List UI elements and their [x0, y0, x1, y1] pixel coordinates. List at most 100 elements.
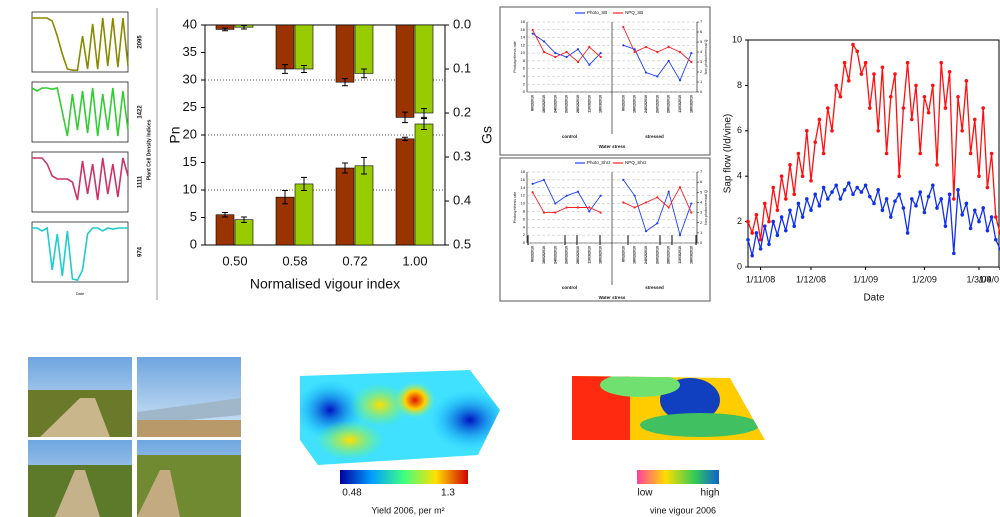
point	[943, 224, 948, 228]
point	[599, 194, 602, 197]
point	[947, 192, 952, 197]
x-tick-label: 28/02/2010	[576, 246, 580, 264]
x-tick-label: 24/02/2010	[553, 246, 557, 264]
point	[763, 224, 767, 228]
point	[821, 151, 826, 156]
point	[889, 94, 893, 99]
point	[767, 242, 771, 247]
annotation: 974	[138, 246, 144, 257]
bar	[234, 219, 254, 246]
y2-tick-label: 2	[700, 69, 703, 74]
x-tick-label: 18/02/2010	[633, 95, 637, 113]
point	[542, 178, 546, 181]
point	[565, 55, 568, 59]
point	[868, 194, 872, 199]
x-axis-label: Date	[863, 293, 885, 304]
point	[973, 208, 977, 213]
bar	[294, 183, 314, 246]
point	[633, 50, 636, 54]
point	[922, 94, 927, 99]
y-tick-label: 16	[521, 177, 526, 182]
y-tick-label: 40	[183, 16, 197, 31]
point	[889, 215, 893, 219]
point	[956, 94, 960, 99]
y2-tick-label: 0.5	[453, 236, 471, 251]
y-tick-label: 0	[190, 236, 197, 251]
bar	[395, 24, 415, 118]
point	[901, 206, 906, 210]
point	[859, 72, 864, 76]
point	[926, 110, 931, 115]
point	[771, 185, 775, 190]
point	[859, 190, 864, 194]
x-tick-label: 26/02/2010	[565, 95, 569, 113]
panel-frame	[499, 157, 711, 302]
legend-label: NPQ_SB	[625, 10, 643, 15]
bar	[275, 196, 295, 246]
x-axis-label: Date	[76, 291, 85, 296]
colorbar-max: high	[701, 488, 720, 499]
point	[989, 151, 994, 156]
y2-tick-label: 6	[700, 179, 703, 184]
x-tick-label: 11/03/2010	[678, 95, 682, 113]
x-tick-label: 26/02/2010	[655, 246, 659, 264]
point	[531, 191, 534, 194]
point	[554, 55, 557, 59]
x-tick-label: 18/03/2010	[689, 246, 693, 264]
plot-frame	[31, 221, 129, 283]
y2-tick-label: 4	[700, 49, 703, 54]
point	[796, 201, 801, 206]
point	[678, 50, 682, 54]
y-tick-label: 14	[521, 185, 526, 190]
colorbar-min: low	[637, 488, 653, 499]
bar	[414, 24, 434, 114]
y2-tick-label: 0	[700, 89, 703, 94]
y2-tick-label: 2	[700, 220, 703, 225]
point	[960, 212, 964, 217]
y-tick-label: 6	[523, 66, 526, 71]
point	[622, 178, 625, 181]
point	[855, 49, 859, 54]
y-tick-label: 20	[183, 126, 197, 141]
legend-label: Photo_Shrz	[587, 160, 611, 165]
x-tick-label: 1/11/08	[746, 274, 775, 284]
point	[775, 233, 780, 238]
x-tick-label: 0.50	[222, 253, 247, 268]
bar	[294, 24, 314, 70]
x-tick-label: 26/02/2010	[655, 95, 659, 113]
point	[838, 197, 843, 201]
point	[826, 197, 830, 201]
point	[565, 194, 568, 197]
plot-frame	[747, 39, 1000, 268]
point	[633, 194, 636, 197]
y2-tick-label: 0.3	[453, 148, 471, 163]
point	[985, 185, 990, 190]
x-axis-label: Water stress	[599, 295, 626, 300]
x-tick-label: 11/03/2010	[587, 95, 591, 113]
photo	[28, 440, 132, 517]
point	[678, 186, 682, 189]
point	[656, 75, 659, 78]
point	[775, 208, 780, 213]
bar	[335, 167, 355, 246]
error-bar	[222, 27, 228, 32]
point	[576, 48, 580, 51]
point	[876, 188, 880, 192]
y-tick-label: 4	[523, 74, 526, 79]
point	[633, 206, 636, 209]
x-tick-label: 24/02/2010	[553, 95, 557, 113]
point	[565, 50, 568, 54]
x-tick-label: 1/1/09	[853, 274, 878, 284]
error-bar	[342, 162, 348, 174]
point	[914, 83, 918, 88]
y-axis-label: Photosynthesis rate	[513, 192, 517, 224]
y-tick-label: 10	[521, 201, 526, 206]
annotation: 1422	[138, 105, 144, 119]
point	[968, 151, 973, 156]
point	[784, 228, 788, 233]
bar	[354, 165, 374, 246]
point	[817, 117, 822, 122]
y2-tick-label: 0.2	[453, 104, 471, 119]
legend-label: NPQ_Shrz	[625, 160, 647, 165]
